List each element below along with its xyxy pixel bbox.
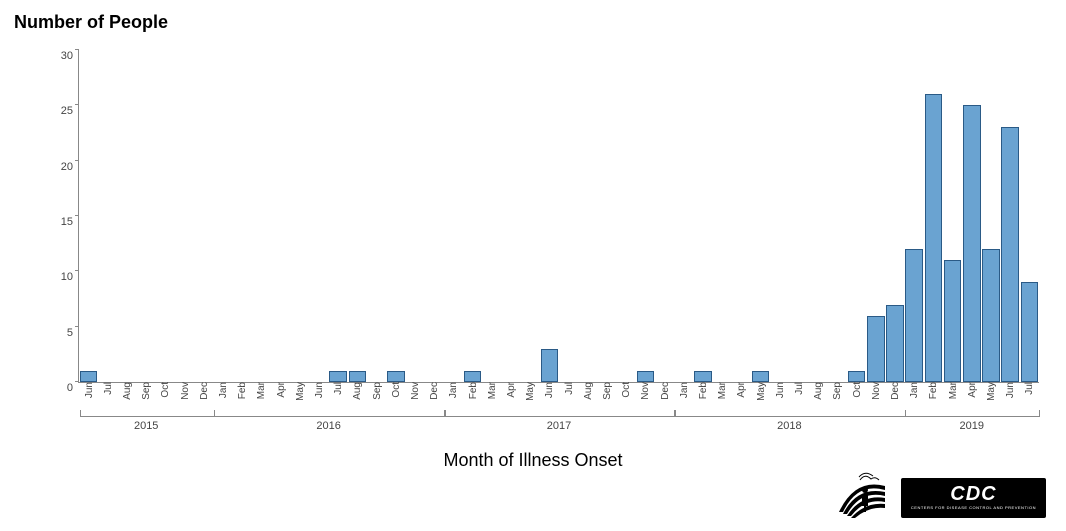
month-tick-label: Mar	[256, 382, 267, 403]
year-bracket	[214, 410, 445, 417]
month-tick-label: Sep	[832, 382, 843, 404]
cdc-logo-subtext: CENTERS FOR DISEASE CONTROL AND PREVENTI…	[911, 506, 1036, 510]
bar	[329, 371, 347, 382]
month-tick-label: Mar	[948, 382, 959, 403]
bar	[982, 249, 1000, 382]
bar	[963, 105, 981, 382]
bar	[886, 305, 904, 382]
month-tick-label: Jun	[1005, 382, 1016, 402]
month-tick-label: Oct	[160, 382, 171, 402]
month-tick-label: Jan	[448, 382, 459, 402]
month-tick-label: Jul	[333, 382, 344, 399]
hhs-logo-icon	[835, 470, 891, 525]
month-tick-label: Jan	[218, 382, 229, 402]
month-tick-label: Nov	[871, 382, 882, 404]
y-tick-label: 10	[61, 271, 79, 283]
cdc-logo: CDC CENTERS FOR DISEASE CONTROL AND PREV…	[901, 478, 1046, 518]
bar	[944, 260, 962, 382]
month-tick-label: Apr	[736, 382, 747, 402]
bar	[349, 371, 367, 382]
bar	[1001, 127, 1019, 382]
month-tick-label: Jun	[314, 382, 325, 402]
month-tick-label: Jul	[1024, 382, 1035, 399]
footer-logos: CDC CENTERS FOR DISEASE CONTROL AND PREV…	[835, 470, 1046, 525]
y-tick-label: 25	[61, 105, 79, 117]
year-label: 2017	[445, 420, 674, 432]
month-tick-label: Aug	[352, 382, 363, 404]
bar	[1021, 282, 1039, 382]
y-tick-label: 5	[67, 327, 79, 339]
bar	[80, 371, 98, 382]
month-tick-label: Feb	[468, 382, 479, 403]
year-label: 2018	[675, 420, 904, 432]
bar	[637, 371, 655, 382]
bar	[387, 371, 405, 382]
month-tick-label: Nov	[410, 382, 421, 404]
bar	[694, 371, 712, 382]
month-tick-label: Dec	[429, 382, 440, 404]
month-tick-label: Jun	[775, 382, 786, 402]
month-tick-label: Mar	[717, 382, 728, 403]
month-tick-label: Oct	[621, 382, 632, 402]
month-tick-label: Feb	[237, 382, 248, 403]
bar	[848, 371, 866, 382]
cdc-logo-text: CDC	[911, 484, 1036, 504]
month-tick-label: Feb	[928, 382, 939, 403]
year-label: 2019	[905, 420, 1038, 432]
x-axis-title: Month of Illness Onset	[0, 450, 1066, 471]
month-tick-label: Sep	[602, 382, 613, 404]
bar	[464, 371, 482, 382]
month-tick-label: Jan	[679, 382, 690, 402]
month-tick-label: Jul	[564, 382, 575, 399]
y-tick-label: 0	[67, 382, 79, 394]
y-axis-title: Number of People	[14, 12, 168, 33]
month-tick-label: Oct	[391, 382, 402, 402]
month-tick-label: Jul	[103, 382, 114, 399]
month-tick-label: May	[756, 382, 767, 405]
month-tick-label: Aug	[122, 382, 133, 404]
chart-plot-area: 051015202530JunJulAugSepOctNovDecJanFebM…	[78, 50, 1039, 383]
month-tick-label: Dec	[890, 382, 901, 404]
month-tick-label: Jun	[84, 382, 95, 402]
y-tick-label: 15	[61, 216, 79, 228]
month-tick-label: May	[525, 382, 536, 405]
month-tick-label: Sep	[372, 382, 383, 404]
month-tick-label: Dec	[199, 382, 210, 404]
month-tick-label: Apr	[967, 382, 978, 402]
month-tick-label: Feb	[698, 382, 709, 403]
y-tick-label: 30	[61, 50, 79, 62]
bar	[867, 316, 885, 382]
bar	[752, 371, 770, 382]
year-bracket	[445, 410, 676, 417]
month-tick-label: Mar	[487, 382, 498, 403]
month-tick-label: Nov	[180, 382, 191, 404]
month-tick-label: Apr	[506, 382, 517, 402]
year-bracket	[905, 410, 1040, 417]
bar	[541, 349, 559, 382]
month-tick-label: Nov	[640, 382, 651, 404]
year-label: 2015	[80, 420, 213, 432]
year-label: 2016	[214, 420, 443, 432]
month-tick-label: Oct	[852, 382, 863, 402]
month-tick-label: Aug	[583, 382, 594, 404]
month-tick-label: May	[295, 382, 306, 405]
month-tick-label: Jun	[544, 382, 555, 402]
month-tick-label: Sep	[141, 382, 152, 404]
month-tick-label: May	[986, 382, 997, 405]
month-tick-label: Apr	[276, 382, 287, 402]
y-tick-label: 20	[61, 161, 79, 173]
year-bracket	[675, 410, 906, 417]
month-tick-label: Dec	[660, 382, 671, 404]
bar	[905, 249, 923, 382]
bar	[925, 94, 943, 382]
month-tick-label: Aug	[813, 382, 824, 404]
month-tick-label: Jul	[794, 382, 805, 399]
month-tick-label: Jan	[909, 382, 920, 402]
year-bracket	[80, 410, 215, 417]
